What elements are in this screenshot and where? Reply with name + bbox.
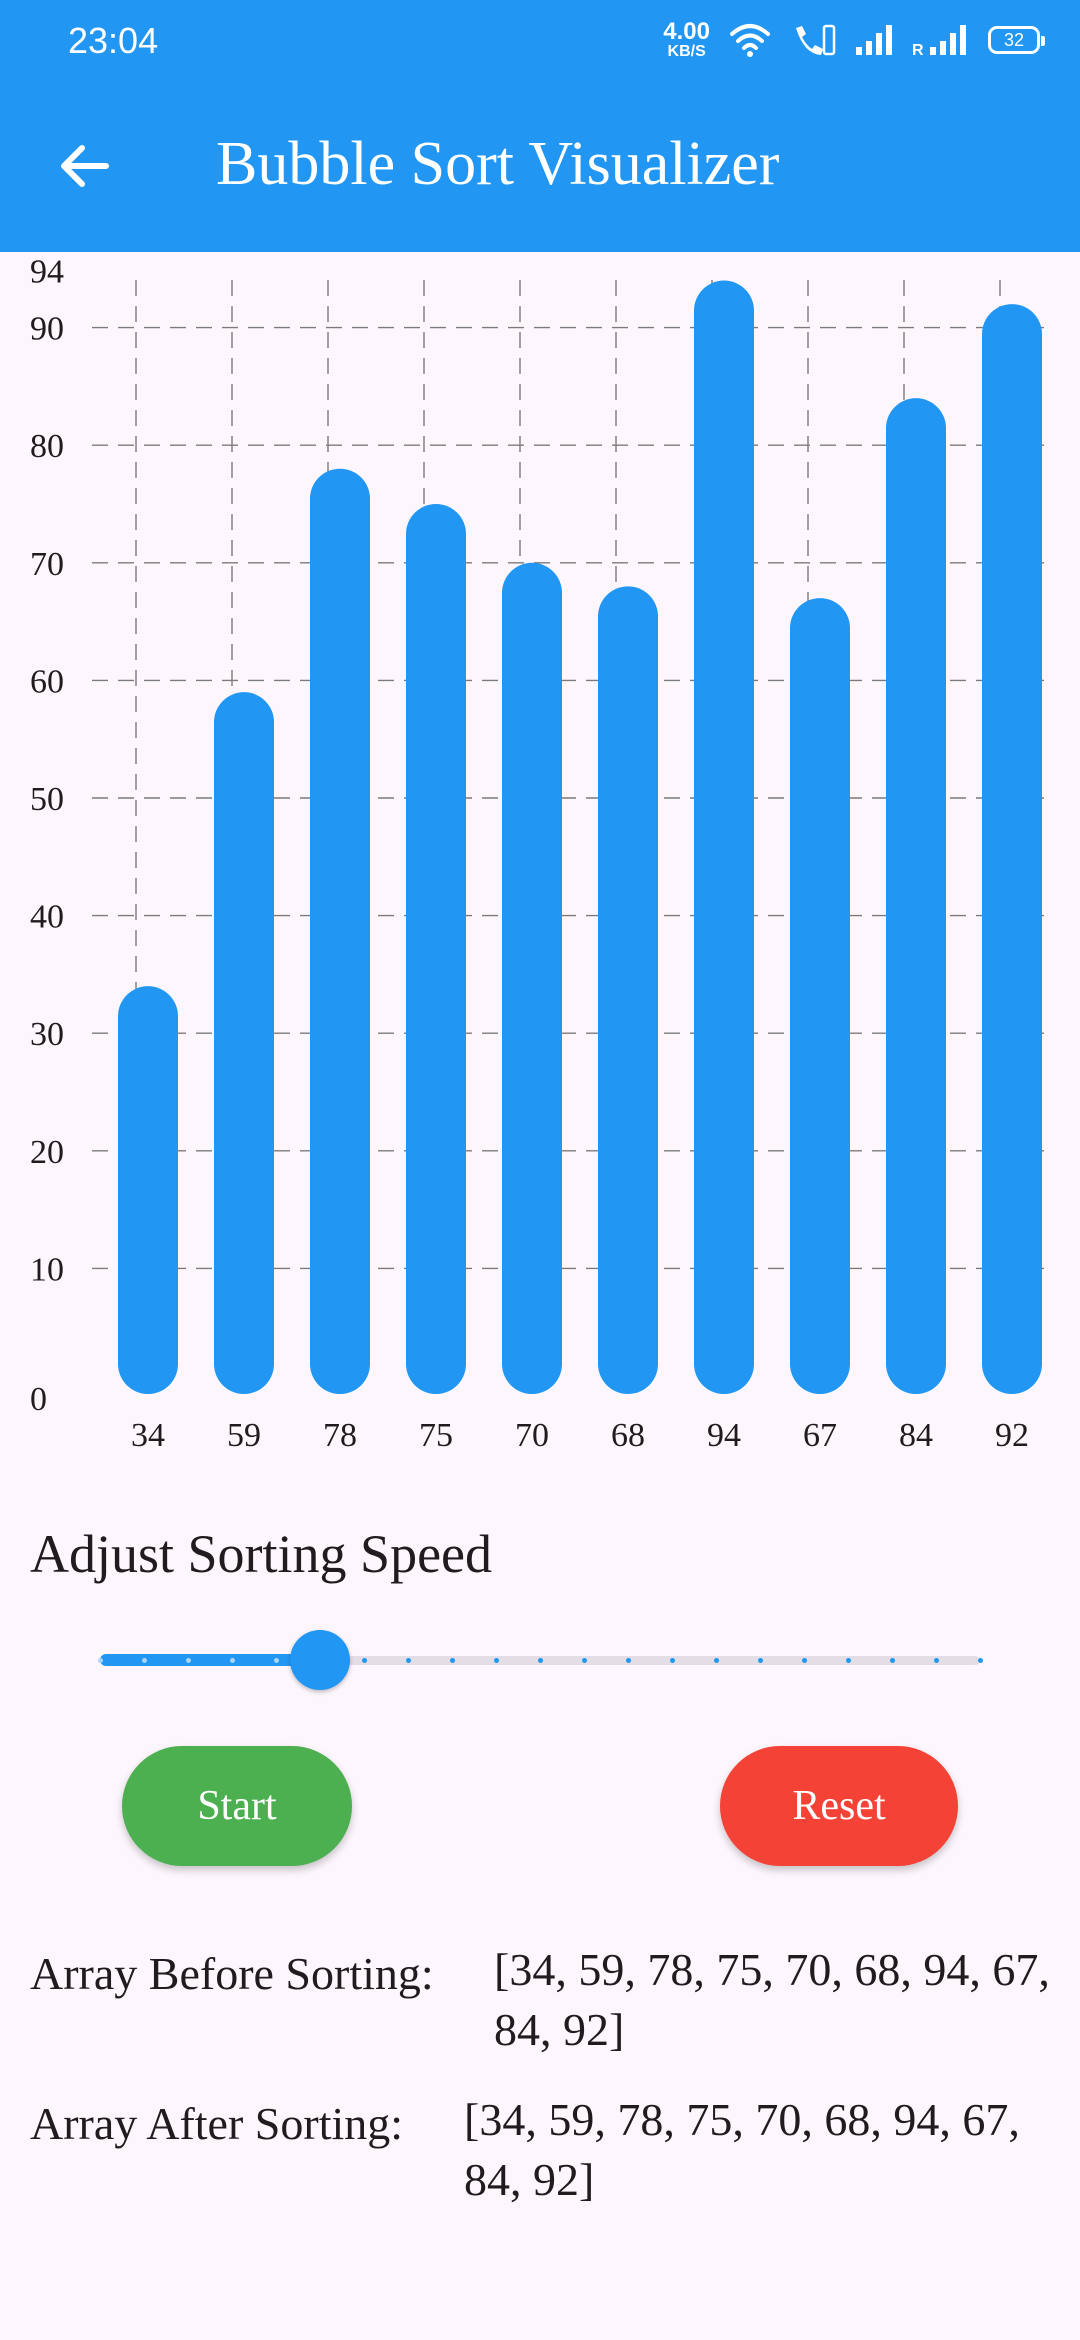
bar xyxy=(310,468,370,1395)
battery-level: 32 xyxy=(1003,29,1025,50)
slider-tick xyxy=(185,1657,191,1663)
roaming-label: R xyxy=(912,42,924,57)
y-tick-label: 94 xyxy=(30,254,64,291)
bar xyxy=(502,562,562,1394)
y-tick-label: 70 xyxy=(30,546,64,583)
y-tick-label: 0 xyxy=(30,1381,47,1418)
slider-tick xyxy=(229,1657,235,1663)
slider-tick xyxy=(141,1657,147,1663)
slider-tick xyxy=(405,1657,411,1663)
bar xyxy=(598,586,658,1394)
speed-label: Adjust Sorting Speed xyxy=(30,1524,493,1584)
slider-tick xyxy=(669,1657,675,1663)
reset-button[interactable]: Reset xyxy=(720,1746,958,1866)
slider-tick xyxy=(713,1657,719,1663)
slider-tick xyxy=(625,1657,631,1663)
bar xyxy=(118,986,178,1394)
slider-tick xyxy=(273,1657,279,1663)
array-after-label: Array After Sorting: xyxy=(30,2098,404,2149)
x-tick-label: 92 xyxy=(995,1417,1029,1454)
wifi-calling-icon xyxy=(796,24,836,56)
x-tick-label: 68 xyxy=(611,1417,645,1454)
battery-icon: 32 xyxy=(988,26,1045,54)
y-tick-label: 10 xyxy=(30,1251,64,1288)
array-after-value: [34, 59, 78, 75, 70, 68, 94, 67, 84, 92] xyxy=(464,2094,1020,2205)
slider-tick xyxy=(845,1657,851,1663)
status-icons: 4.00 KB/S R 32 xyxy=(663,18,1045,62)
network-speed-value: 4.00 xyxy=(663,18,710,45)
bar xyxy=(790,598,850,1394)
arrow-back-icon[interactable] xyxy=(54,136,114,196)
network-speed: 4.00 KB/S xyxy=(663,20,710,60)
y-tick-label: 60 xyxy=(30,663,64,700)
slider-tick xyxy=(801,1657,807,1663)
bar xyxy=(406,504,466,1394)
slider-thumb[interactable] xyxy=(290,1630,350,1690)
slider-tick xyxy=(977,1657,983,1663)
start-button[interactable]: Start xyxy=(122,1746,352,1866)
slider-tick xyxy=(889,1657,895,1663)
status-time: 23:04 xyxy=(68,20,159,61)
roaming-signal-icon: R xyxy=(912,25,966,57)
slider-tick xyxy=(97,1657,103,1663)
bar xyxy=(982,304,1042,1395)
bar xyxy=(214,692,274,1394)
y-tick-label: 80 xyxy=(30,428,64,465)
array-before-value: [34, 59, 78, 75, 70, 68, 94, 67, 84, 92] xyxy=(494,1944,1050,2055)
slider-tick xyxy=(493,1657,499,1663)
x-tick-label: 84 xyxy=(899,1417,933,1454)
app-bar: Bubble Sort Visualizer xyxy=(0,80,1080,252)
y-tick-label: 30 xyxy=(30,1016,64,1053)
bar xyxy=(886,398,946,1394)
slider-tick xyxy=(933,1657,939,1663)
wifi-icon xyxy=(730,24,770,57)
slider-active-track xyxy=(100,1654,320,1666)
x-tick-label: 67 xyxy=(803,1417,837,1454)
bar xyxy=(694,280,754,1394)
y-tick-label: 50 xyxy=(30,781,64,818)
slider-tick xyxy=(361,1657,367,1663)
array-before-label: Array Before Sorting: xyxy=(30,1948,434,1999)
x-tick-label: 94 xyxy=(707,1417,741,1454)
y-tick-label: 90 xyxy=(30,311,64,348)
slider-ticks xyxy=(97,1655,983,1665)
signal-icon xyxy=(856,25,892,55)
status-bar: 23:04 4.00 KB/S R 32 xyxy=(0,0,1080,80)
slider-tick xyxy=(537,1657,543,1663)
speed-slider[interactable] xyxy=(97,1630,983,1690)
x-tick-label: 34 xyxy=(131,1417,165,1454)
slider-tick xyxy=(581,1657,587,1663)
x-tick-label: 78 xyxy=(323,1417,357,1454)
x-tick-label: 70 xyxy=(515,1417,549,1454)
bar-chart: 0 10 20 30 40 50 60 70 80 90 94 34 59 78 75 70 68 94 67 84 9… xyxy=(30,254,1052,1454)
y-tick-label: 20 xyxy=(30,1134,64,1171)
page-title: Bubble Sort Visualizer xyxy=(216,130,780,198)
network-speed-unit: KB/S xyxy=(667,43,706,60)
y-tick-label: 40 xyxy=(30,899,64,936)
x-tick-label: 59 xyxy=(227,1417,261,1454)
slider-tick xyxy=(449,1657,455,1663)
slider-tick xyxy=(757,1657,763,1663)
x-tick-label: 75 xyxy=(419,1417,453,1454)
